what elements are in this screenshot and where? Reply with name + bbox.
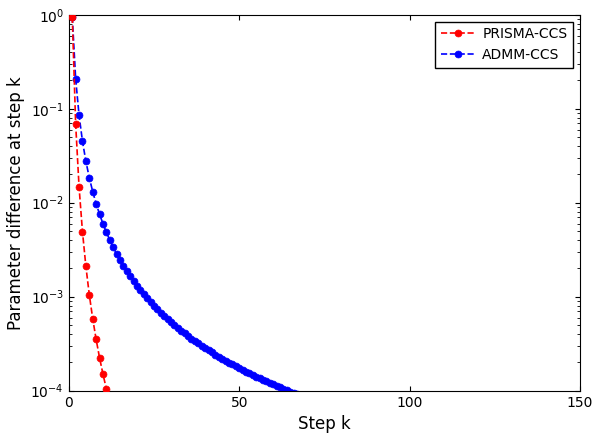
PRISMA-CCS (68, 14, 76, 19)
PRISMA-CCS (89, 316, 97, 321)
PRISMA-CCS (116, 434, 124, 440)
X-axis label: Step k: Step k (298, 415, 351, 433)
PRISMA-CCS (76, 184, 83, 190)
PRISMA-CCS (82, 264, 89, 269)
ADMM-CCS (68, 14, 76, 19)
Y-axis label: Parameter difference at step k: Parameter difference at step k (7, 76, 25, 330)
PRISMA-CCS (86, 292, 93, 297)
PRISMA-CCS (103, 386, 110, 391)
ADMM-CCS (89, 189, 97, 194)
ADMM-CCS (382, 421, 389, 426)
Line: PRISMA-CCS: PRISMA-CCS (69, 13, 175, 440)
PRISMA-CCS (96, 355, 103, 360)
Line: ADMM-CCS: ADMM-CCS (69, 13, 515, 440)
ADMM-CCS (440, 436, 447, 440)
ADMM-CCS (307, 397, 314, 402)
PRISMA-CCS (92, 337, 100, 342)
PRISMA-CCS (113, 423, 120, 429)
PRISMA-CCS (106, 400, 113, 405)
Legend: PRISMA-CCS, ADMM-CCS: PRISMA-CCS, ADMM-CCS (435, 22, 573, 68)
PRISMA-CCS (110, 412, 117, 417)
PRISMA-CCS (79, 229, 86, 235)
PRISMA-CCS (100, 371, 107, 377)
PRISMA-CCS (72, 122, 79, 127)
